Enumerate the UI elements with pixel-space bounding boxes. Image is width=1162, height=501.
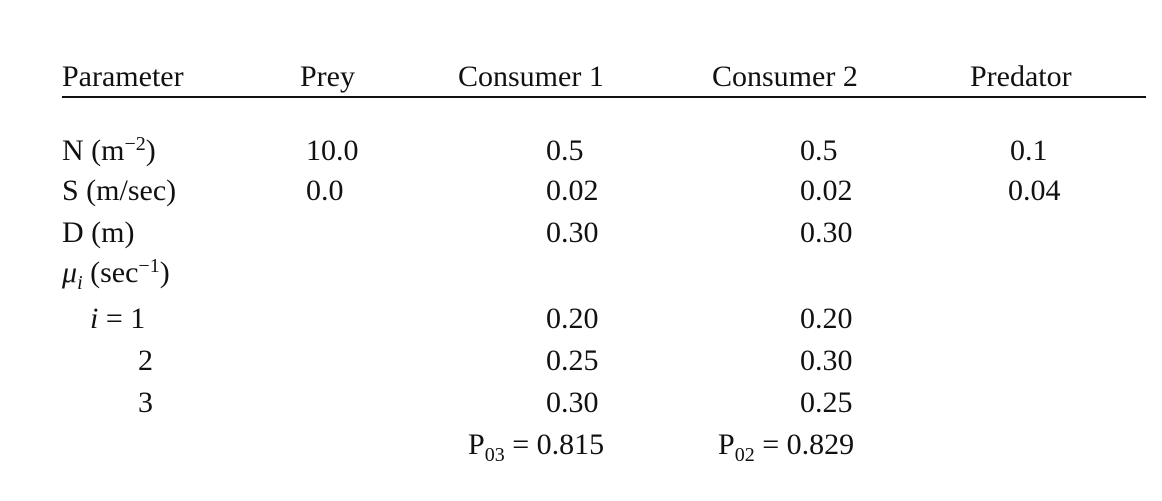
header-parameter: Parameter — [62, 60, 184, 93]
row-n-consumer-2: 0.5 — [800, 134, 838, 167]
row-p-consumer-2: P02 = 0.829 — [718, 428, 855, 466]
row-i3-consumer-1: 0.30 — [546, 386, 599, 419]
row-mu-label: μi (sec−1) — [62, 255, 170, 294]
header-rule — [62, 96, 1146, 98]
row-s-prey: 0.0 — [306, 174, 344, 207]
row-i2-label: 2 — [138, 344, 153, 377]
row-n-consumer-1: 0.5 — [546, 134, 584, 167]
row-i2-consumer-1: 0.25 — [546, 344, 599, 377]
row-d-consumer-1: 0.30 — [546, 216, 599, 249]
row-n-prey: 10.0 — [306, 134, 359, 167]
row-n-predator: 0.1 — [1010, 134, 1048, 167]
row-s-consumer-1: 0.02 — [546, 174, 599, 207]
header-predator: Predator — [970, 60, 1072, 93]
row-s-consumer-2: 0.02 — [800, 174, 853, 207]
row-s-label: S (m/sec) — [62, 174, 177, 207]
row-i3-label: 3 — [138, 386, 153, 419]
header-consumer-1: Consumer 1 — [458, 60, 604, 93]
row-i1-consumer-1: 0.20 — [546, 302, 599, 335]
row-i1-label: i = 1 — [90, 302, 146, 335]
row-n-label: N (m−2) — [62, 133, 156, 167]
row-i3-consumer-2: 0.25 — [800, 386, 853, 419]
row-p-consumer-1: P03 = 0.815 — [468, 428, 605, 466]
header-consumer-2: Consumer 2 — [712, 60, 858, 93]
row-d-consumer-2: 0.30 — [800, 216, 853, 249]
header-prey: Prey — [300, 60, 355, 93]
row-i2-consumer-2: 0.30 — [800, 344, 853, 377]
row-s-predator: 0.04 — [1008, 174, 1061, 207]
row-d-label: D (m) — [62, 216, 135, 249]
row-i1-consumer-2: 0.20 — [800, 302, 853, 335]
